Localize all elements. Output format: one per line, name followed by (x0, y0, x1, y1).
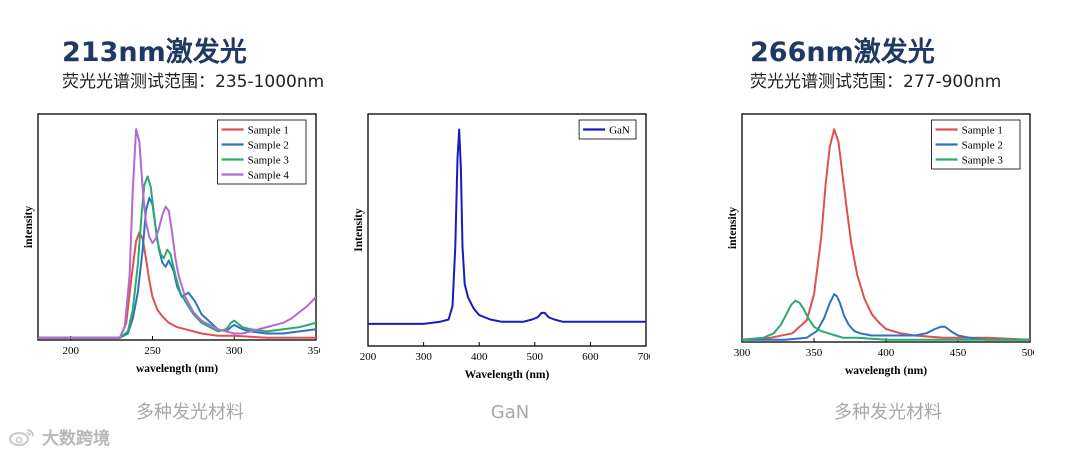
legend-label-1: Sample 1 (248, 125, 289, 137)
x-tick-label: 300 (415, 351, 432, 363)
left-caption: 多种发光材料 (136, 402, 244, 423)
legend-label-3: Sample 3 (248, 155, 290, 167)
series-line-2 (742, 293, 1030, 341)
y-axis-label: intensity (727, 207, 739, 249)
legend: Sample 1 Sample 2 Sample 3 Sample 4 (217, 119, 307, 185)
series-line-1 (742, 128, 1030, 341)
middle-caption: GaN (490, 402, 530, 423)
legend-label-1: Sample 1 (962, 125, 1003, 137)
x-tick-label: 350 (308, 345, 320, 357)
series-line-4 (38, 128, 316, 339)
y-axis-label: intensity (23, 206, 35, 248)
x-tick-label: 600 (582, 351, 599, 363)
right-caption: 多种发光材料 (834, 402, 942, 423)
series-line-1 (368, 128, 646, 325)
x-tick-label: 300 (226, 345, 243, 357)
legend: Sample 1 Sample 2 Sample 3 (931, 119, 1021, 170)
x-tick-label: 500 (527, 351, 544, 363)
legend-label-2: Sample 2 (248, 140, 289, 152)
x-tick-label: 700 (638, 351, 650, 363)
legend-box (578, 119, 637, 140)
x-axis-label: wavelength (nm) (845, 365, 927, 377)
left-subheading: 荧光光谱测试范围：235-1000nm (62, 72, 325, 92)
watermark: 大数跨境 (8, 424, 110, 449)
series-line-3 (38, 175, 316, 339)
x-tick-label: 350 (806, 347, 823, 359)
x-tick-label: 300 (734, 347, 751, 359)
series-line-1 (38, 231, 316, 339)
x-axis-label: wavelength (nm) (136, 363, 218, 375)
chart-svg: 200 250 300 350 wavelength (nm) intensity Samp… (23, 113, 320, 375)
x-tick-label: 250 (144, 345, 161, 357)
watermark-text: 大数跨境 (42, 429, 110, 449)
x-tick-label: 400 (471, 351, 488, 363)
chart-middle: 200 300 400 500 600 700 Wavelength (nm) Intensi… (350, 106, 650, 384)
x-tick-label: 450 (950, 347, 967, 359)
left-heading: 213nm激发光 (62, 37, 247, 68)
plot-frame (367, 113, 647, 347)
x-tick-label: 500 (1022, 347, 1034, 359)
series-line-3 (742, 299, 1030, 341)
x-tick-label: 200 (62, 345, 79, 357)
plot-frame (37, 113, 317, 341)
right-heading: 266nm激发光 (750, 37, 935, 68)
x-axis-label: Wavelength (nm) (465, 369, 550, 381)
legend-label-2: Sample 2 (962, 140, 1003, 152)
weibo-logo-icon (9, 428, 34, 446)
y-axis-label: Intensity (353, 208, 365, 252)
legend: GaN (578, 119, 637, 140)
chart-right: 300 350 400 450 500 wavelength (nm) intensity S… (724, 106, 1034, 380)
chart-svg: 200 300 400 500 600 700 Wavelength (nm) Intensi… (353, 113, 650, 381)
legend-box (217, 119, 307, 185)
right-subheading: 荧光光谱测试范围：277-900nm (750, 72, 1002, 92)
legend-label-4: Sample 4 (248, 170, 290, 182)
x-tick-label: 400 (878, 347, 895, 359)
x-tick-label: 200 (360, 351, 377, 363)
chart-svg: 300 350 400 450 500 wavelength (nm) intensity S… (727, 113, 1034, 377)
chart-left: 200 250 300 350 wavelength (nm) intensity Samp… (20, 106, 320, 378)
legend-label-3: Sample 3 (962, 155, 1004, 167)
legend-label-1: GaN (609, 125, 630, 137)
